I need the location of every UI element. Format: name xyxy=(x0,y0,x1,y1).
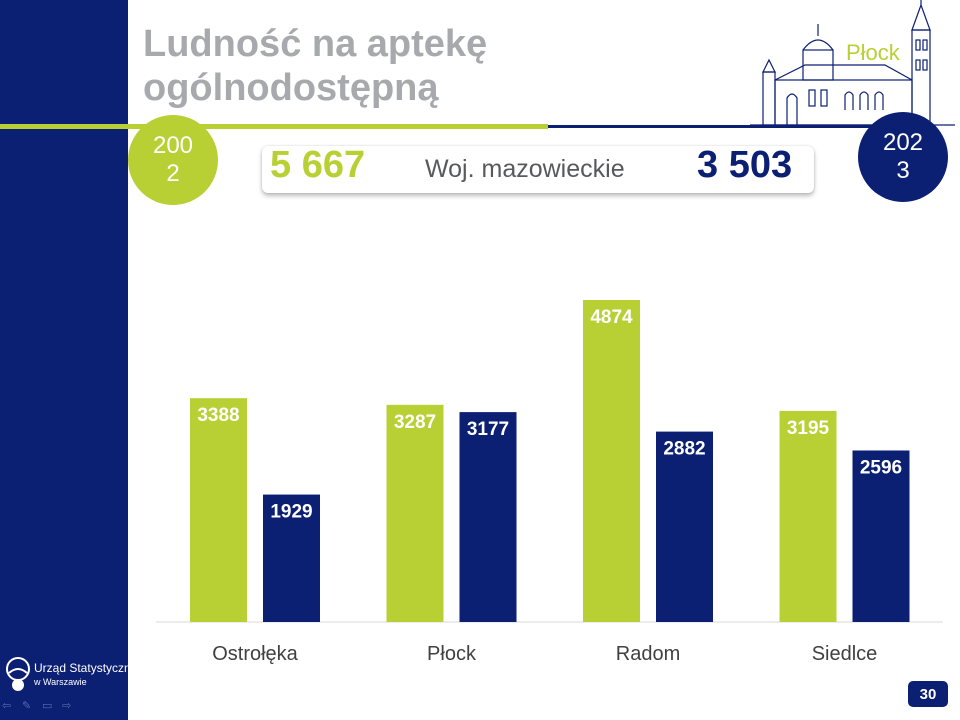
data-label-2002-3: 3195 xyxy=(787,418,830,439)
year-start-badge: 2002 xyxy=(128,115,218,205)
page-title: Ludność na aptekę ogólnodostępną xyxy=(143,22,703,110)
data-label-2023-1: 3177 xyxy=(467,419,509,440)
category-label-2: Radom xyxy=(616,643,680,665)
city-name: Płock xyxy=(846,40,900,65)
summary-value-start: 5 667 xyxy=(270,144,366,186)
year-end-label: 2023 xyxy=(882,129,924,184)
bar-2002-2 xyxy=(583,300,640,622)
menu-icon[interactable]: ▭ xyxy=(42,700,53,712)
bar-2023-1 xyxy=(459,412,517,622)
category-label-0: Ostrołęka xyxy=(212,643,298,665)
bar-chart: 3388 1929 Ostrołęka 3287 3177 Płock 4874 2882 Ra… xyxy=(156,300,943,665)
summary-box xyxy=(262,146,814,193)
data-label-2023-2: 2882 xyxy=(663,439,705,460)
year-start-label: 2002 xyxy=(152,132,194,187)
back-arrow-icon[interactable]: ⇦ xyxy=(2,700,12,712)
logo-icon xyxy=(6,657,30,691)
summary-region-label: Woj. mazowieckie xyxy=(425,155,625,183)
category-label-3: Siedlce xyxy=(812,643,878,665)
data-label-2002-2: 4874 xyxy=(590,307,633,328)
data-label-2002-0: 3388 xyxy=(197,405,239,426)
data-label-2023-3: 2596 xyxy=(860,457,902,478)
data-label-2023-0: 1929 xyxy=(270,502,312,523)
slide-nav: ⇦ ✎ ▭ ⇨ xyxy=(2,700,76,712)
title-line-2: ogólnodostępną xyxy=(143,67,439,109)
logo-name: Urząd Statystyczny xyxy=(34,661,137,675)
title-line-1: Ludność na aptekę xyxy=(143,23,488,65)
logo-sub: w Warszawie xyxy=(34,677,87,687)
pen-icon[interactable]: ✎ xyxy=(22,700,32,712)
page-number: 30 xyxy=(908,681,948,707)
header-rule-green xyxy=(0,124,548,129)
summary-value-end: 3 503 xyxy=(697,144,793,186)
left-sidebar xyxy=(0,0,128,720)
forward-arrow-icon[interactable]: ⇨ xyxy=(62,700,72,712)
year-end-badge: 2023 xyxy=(858,112,948,202)
logo-text: Urząd Statystyczny w Warszawie xyxy=(34,661,137,689)
data-label-2002-1: 3287 xyxy=(394,412,436,433)
category-label-1: Płock xyxy=(427,643,477,665)
bar-2023-2 xyxy=(656,431,713,622)
bar-2023-0 xyxy=(263,494,320,622)
bar-2002-3 xyxy=(779,410,837,622)
bar-2023-3 xyxy=(852,450,910,622)
bar-2002-1 xyxy=(386,404,444,622)
bar-2002-0 xyxy=(190,398,247,622)
header-rule-navy xyxy=(548,125,878,128)
